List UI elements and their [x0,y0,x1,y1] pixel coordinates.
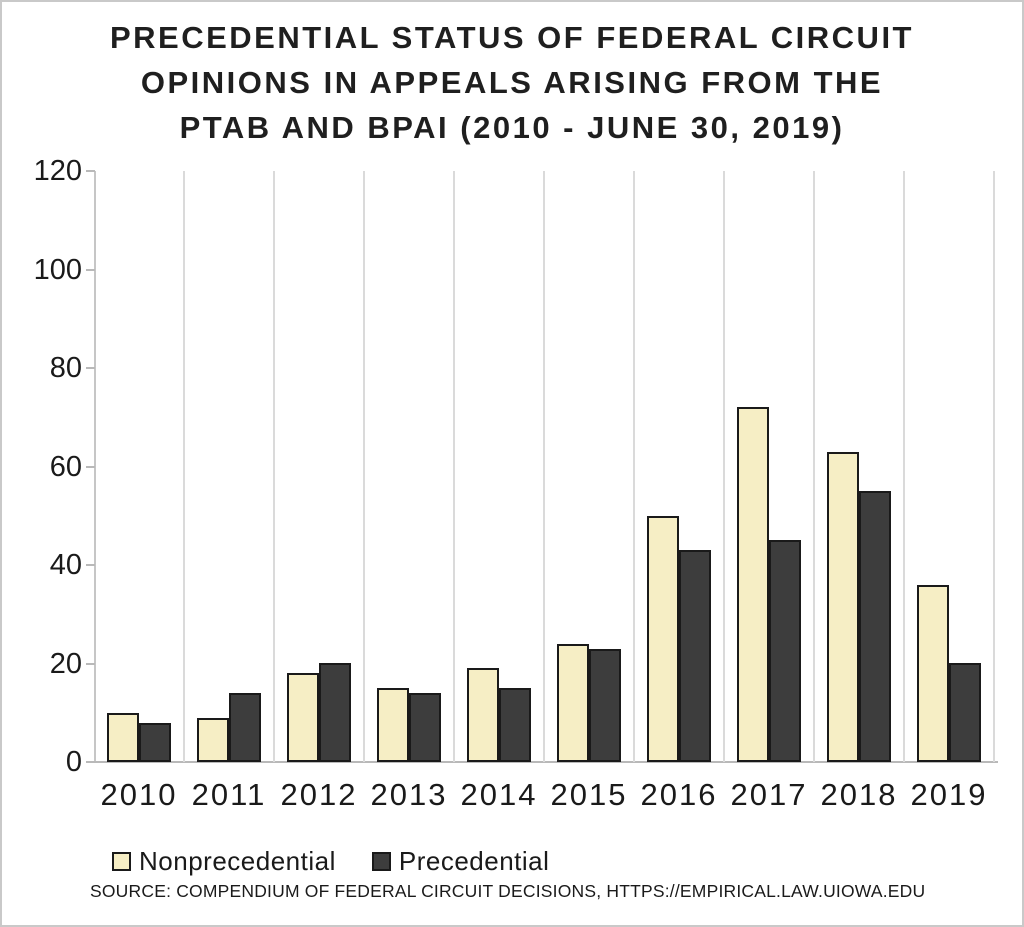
gridline-after-2013 [453,171,455,762]
x-axis-label-2014: 2014 [460,777,538,812]
bar-precedential-2011 [229,693,261,762]
y-tick-80 [86,367,95,369]
y-tick-120 [86,170,95,172]
bar-nonprecedential-2017 [737,407,769,762]
x-axis-label-2012: 2012 [280,777,358,812]
y-axis-label-60: 60 [49,450,82,483]
bar-nonprecedential-2013 [377,688,409,762]
y-axis-label-120: 120 [33,155,82,187]
gridline-after-2011 [273,171,275,762]
legend-swatch-precedential [371,852,391,871]
bar-precedential-2019 [949,663,981,762]
gridline-after-2016 [723,171,725,762]
bar-nonprecedential-2018 [827,452,859,762]
x-axis-label-2015: 2015 [550,777,628,812]
bar-precedential-2010 [139,723,171,762]
x-axis-line [86,761,998,763]
gridline-after-2019 [993,171,995,762]
y-axis-label-0: 0 [65,746,82,778]
gridline-after-2010 [183,171,185,762]
gridline-after-2018 [903,171,905,762]
legend-item-precedential: Precedential [371,846,550,877]
bar-nonprecedential-2010 [107,713,139,762]
bar-precedential-2017 [769,540,801,762]
bar-precedential-2016 [679,550,711,762]
x-axis-label-2011: 2011 [191,777,267,812]
bar-nonprecedential-2016 [647,516,679,762]
bar-nonprecedential-2012 [287,673,319,762]
x-axis-label-2018: 2018 [820,777,898,812]
y-tick-100 [86,268,95,271]
bar-nonprecedential-2015 [557,644,589,762]
y-axis-label-20: 20 [49,647,82,680]
bar-precedential-2015 [589,649,621,762]
y-axis-label-40: 40 [49,549,82,581]
bar-nonprecedential-2019 [917,585,949,762]
x-axis-label-2013: 2013 [370,777,448,812]
bar-precedential-2014 [499,688,531,762]
legend-swatch-nonprecedential [112,852,131,871]
gridline-after-2014 [543,171,545,762]
legend-item-nonprecedential: Nonprecedential [112,846,336,877]
y-axis-label-80: 80 [49,352,82,384]
chart-title-line-3: PTAB AND BPAI (2010 - JUNE 30, 2019) [179,110,845,145]
chart-title: PRECEDENTIAL STATUS OF FEDERAL CIRCUIT O… [2,15,1022,150]
gridline-after-2017 [813,171,815,762]
x-axis-label-2016: 2016 [640,777,718,812]
y-axis-label-100: 100 [33,253,82,286]
plot-area [86,170,998,763]
source-note: SOURCE: COMPENDIUM OF FEDERAL CIRCUIT DE… [90,881,926,901]
bar-nonprecedential-2011 [197,718,229,762]
bar-precedential-2012 [319,663,351,762]
y-tick-60 [86,465,95,468]
chart-title-line-2: OPINIONS IN APPEALS ARISING FROM THE [140,65,884,100]
gridline-after-2015 [633,171,635,762]
x-axis-label-2010: 2010 [100,777,178,812]
y-tick-40 [86,564,95,566]
legend-label-precedential: Precedential [398,846,550,876]
bar-precedential-2013 [409,693,441,762]
gridline-after-2012 [363,171,365,762]
x-axis-label-2017: 2017 [730,777,808,812]
y-axis-line [94,171,96,762]
y-tick-20 [86,662,95,665]
bar-precedential-2018 [859,491,891,762]
legend: Nonprecedential Precedential [112,846,549,877]
x-axis-label-2019: 2019 [910,777,988,812]
y-tick-0 [86,761,95,763]
bar-nonprecedential-2014 [467,668,499,762]
legend-label-nonprecedential: Nonprecedential [139,846,336,876]
chart-title-line-1: PRECEDENTIAL STATUS OF FEDERAL CIRCUIT [109,20,914,55]
